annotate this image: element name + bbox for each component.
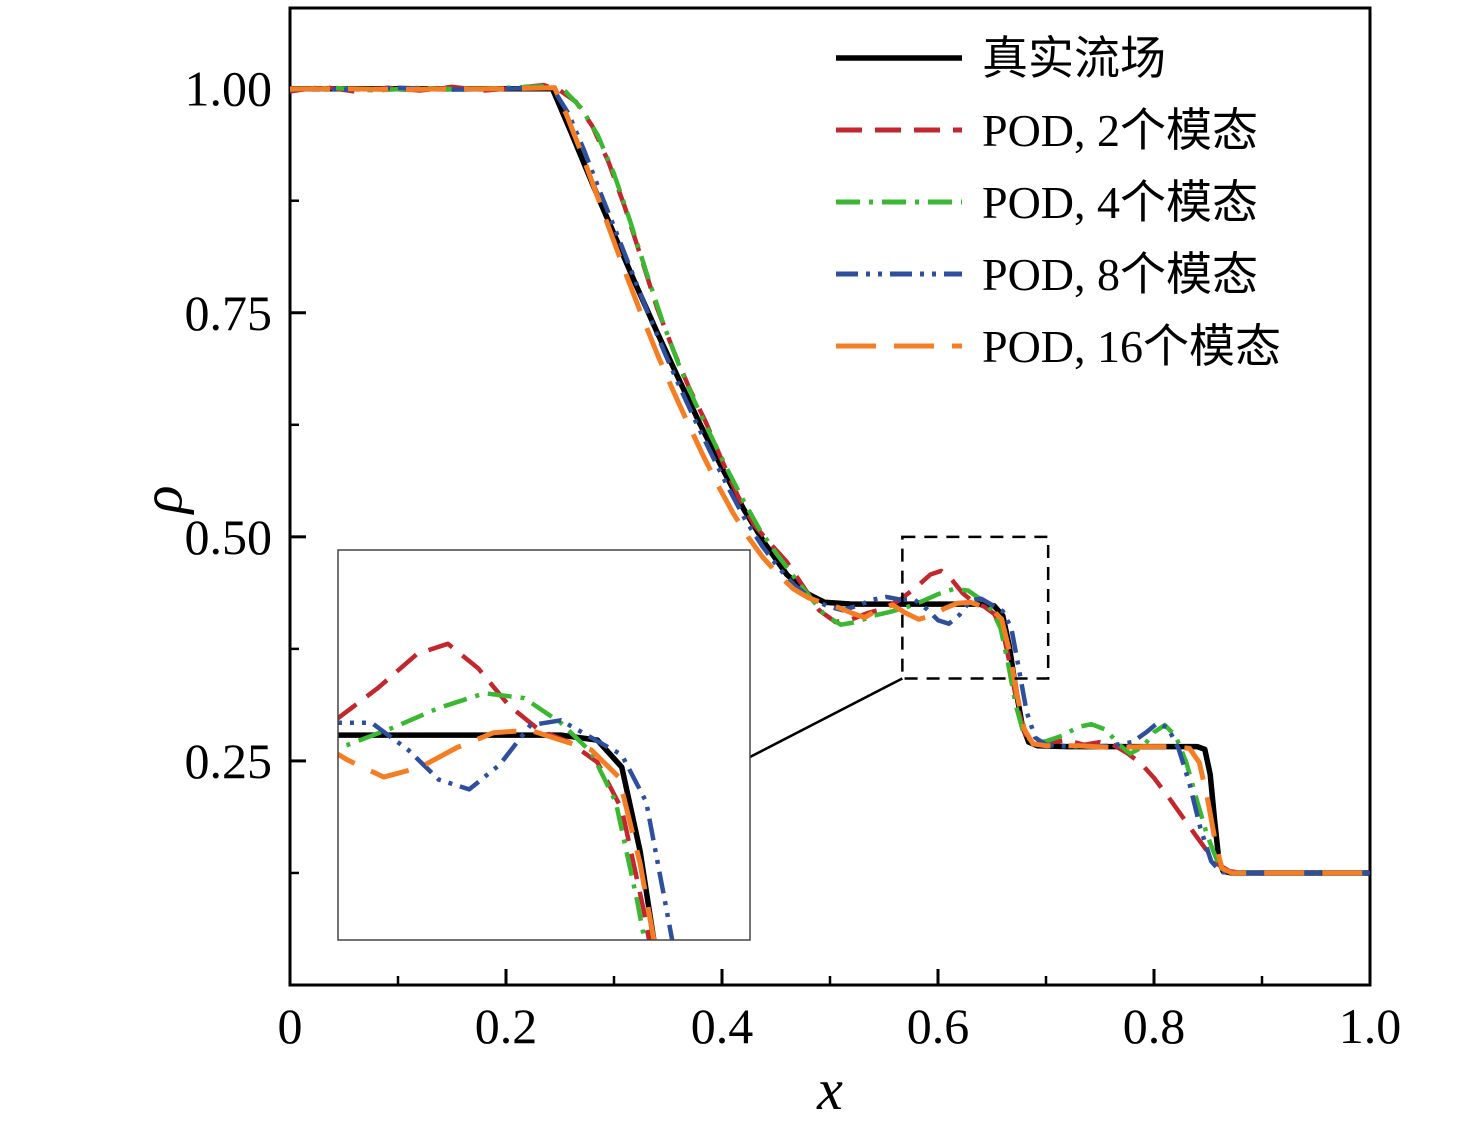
x-axis-label: x — [817, 1057, 843, 1122]
zoom-connector-line — [749, 677, 903, 759]
x-tick-label: 0 — [278, 998, 303, 1054]
inset-border — [337, 549, 751, 941]
legend-item-pod2: POD, 2个模态 — [836, 105, 1258, 156]
y-tick-label: 0.25 — [185, 733, 273, 789]
y-tick-label: 1.00 — [185, 61, 273, 117]
series-pod16 — [290, 85, 1370, 876]
y-tick-label: 0.50 — [185, 509, 273, 565]
axes: 0 0.2 0.4 0.6 0.8 1.0 0.25 0.50 0.75 1.00 — [185, 61, 1402, 1054]
series-pod4 — [290, 83, 1370, 876]
x-tick-label: 0.2 — [475, 998, 538, 1054]
legend-label-pod2: POD, 2个模态 — [982, 105, 1258, 156]
series-pod8 — [290, 85, 1370, 876]
inset-background — [338, 550, 750, 940]
legend-item-true: 真实流场 — [836, 33, 1166, 84]
legend-label-true: 真实流场 — [982, 33, 1166, 84]
legend-label-pod8: POD, 8个模态 — [982, 249, 1258, 300]
x-tick-label: 0.8 — [1123, 998, 1186, 1054]
series-group — [290, 82, 1370, 876]
legend: 真实流场 POD, 2个模态 POD, 4个模态 POD, 8个模态 POD, 16个模… — [836, 33, 1281, 372]
y-tick-label: 0.75 — [185, 285, 273, 341]
legend-label-pod16: POD, 16个模态 — [982, 321, 1281, 372]
zoom-region-rectangle — [901, 535, 1050, 680]
legend-item-pod16: POD, 16个模态 — [836, 321, 1281, 372]
legend-item-pod4: POD, 4个模态 — [836, 177, 1258, 228]
legend-label-pod4: POD, 4个模态 — [982, 177, 1258, 228]
y-axis-label: ρ — [129, 485, 195, 514]
x-tick-label: 0.6 — [907, 998, 970, 1054]
legend-item-pod8: POD, 8个模态 — [836, 249, 1258, 300]
x-tick-label: 0.4 — [691, 998, 754, 1054]
x-tick-label: 1.0 — [1339, 998, 1402, 1054]
